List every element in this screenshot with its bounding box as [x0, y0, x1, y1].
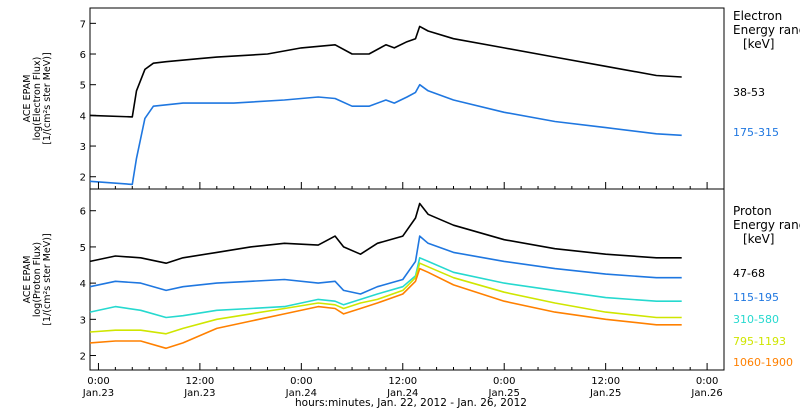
electron-legend-title-line: Energy ranges [733, 23, 800, 37]
electron-y-tick-label: 4 [80, 111, 86, 122]
x-tick-date-label: Jan.25 [488, 388, 520, 399]
x-tick-date-label: Jan.24 [386, 388, 418, 399]
proton-legend-entry-310-580: 310-580 [733, 313, 779, 326]
x-tick-time-label: 12:00 [185, 376, 214, 387]
proton-series-line-795-1193 [89, 262, 682, 335]
proton-legend-title-line: [keV] [743, 232, 774, 246]
electron-y-tick-label: 3 [80, 142, 86, 153]
proton-series-line-115-195 [89, 235, 682, 295]
proton-series-line-310-580 [89, 256, 682, 319]
electron-legend-entry-38-53: 38-53 [733, 86, 765, 99]
electron-series-line-175-315 [89, 83, 682, 186]
electron-y-tick-label: 6 [80, 50, 86, 61]
x-tick-date-label: Jan.24 [285, 388, 317, 399]
proton-legend-title-line: Energy ranges [733, 218, 800, 232]
x-tick-date-label: Jan.26 [690, 388, 722, 399]
x-tick-time-label: 0:00 [493, 376, 515, 387]
x-axis: 0:00Jan.2312:00Jan.230:00Jan.2412:00Jan.… [82, 182, 725, 399]
x-tick-date-label: Jan.23 [82, 388, 114, 399]
electron-y-axis-label-line: ACE EPAM [22, 75, 33, 123]
proton-y-axis-label-line: ACE EPAM [22, 256, 33, 304]
proton-y-tick-label: 4 [80, 279, 86, 290]
x-tick-date-label: Jan.23 [183, 388, 215, 399]
proton-y-tick-label: 2 [80, 352, 86, 363]
proton-series-line-47-68 [89, 202, 682, 265]
electron-y-tick-label: 7 [80, 19, 86, 30]
x-tick-date-label: Jan.25 [589, 388, 621, 399]
proton-legend-entry-47-68: 47-68 [733, 267, 765, 280]
electron-panel: 2 3 4 5 6 7 ACE EPAM log(Electron Flux) [1/(cm²s… [22, 7, 800, 190]
proton-y-tick-label: 5 [80, 243, 86, 254]
electron-y-tick-label: 2 [80, 173, 86, 184]
proton-legend-entry-115-195: 115-195 [733, 291, 779, 304]
electron-y-tick-label: 5 [80, 81, 86, 92]
proton-panel: 2 3 4 5 6 ACE EPAM log(Proton Flux) [1/(cm²s st… [22, 188, 800, 371]
proton-y-tick-label: 3 [80, 315, 86, 326]
electron-series-line-38-53 [89, 25, 682, 118]
proton-plot-frame [89, 188, 725, 371]
x-tick-time-label: 0:00 [87, 376, 109, 387]
proton-y-axis-label-line: log(Proton Flux) [32, 242, 43, 317]
x-tick-time-label: 12:00 [388, 376, 417, 387]
x-tick-time-label: 0:00 [696, 376, 718, 387]
x-axis-label: hours:minutes, Jan. 22, 2012 - Jan. 26, … [295, 397, 527, 409]
electron-y-axis-label-line: log(Electron Flux) [32, 57, 43, 141]
electron-legend-title-line: Electron [733, 9, 782, 23]
electron-legend-entry-175-315: 175-315 [733, 126, 779, 139]
x-tick-time-label: 0:00 [290, 376, 312, 387]
proton-legend-title-line: Proton [733, 204, 772, 218]
electron-y-axis-label-line: [1/(cm²s ster MeV)] [42, 52, 53, 144]
proton-y-axis-label-line: [1/(cm²s ster MeV)] [42, 233, 53, 325]
proton-legend-entry-1060-1900: 1060-1900 [733, 356, 793, 369]
proton-legend-entry-795-1193: 795-1193 [733, 335, 786, 348]
proton-series-line-1060-1900 [89, 267, 682, 350]
x-tick-time-label: 12:00 [591, 376, 620, 387]
proton-y-tick-label: 6 [80, 207, 86, 218]
electron-plot-frame [89, 7, 725, 190]
electron-legend-title-line: [keV] [743, 37, 774, 51]
